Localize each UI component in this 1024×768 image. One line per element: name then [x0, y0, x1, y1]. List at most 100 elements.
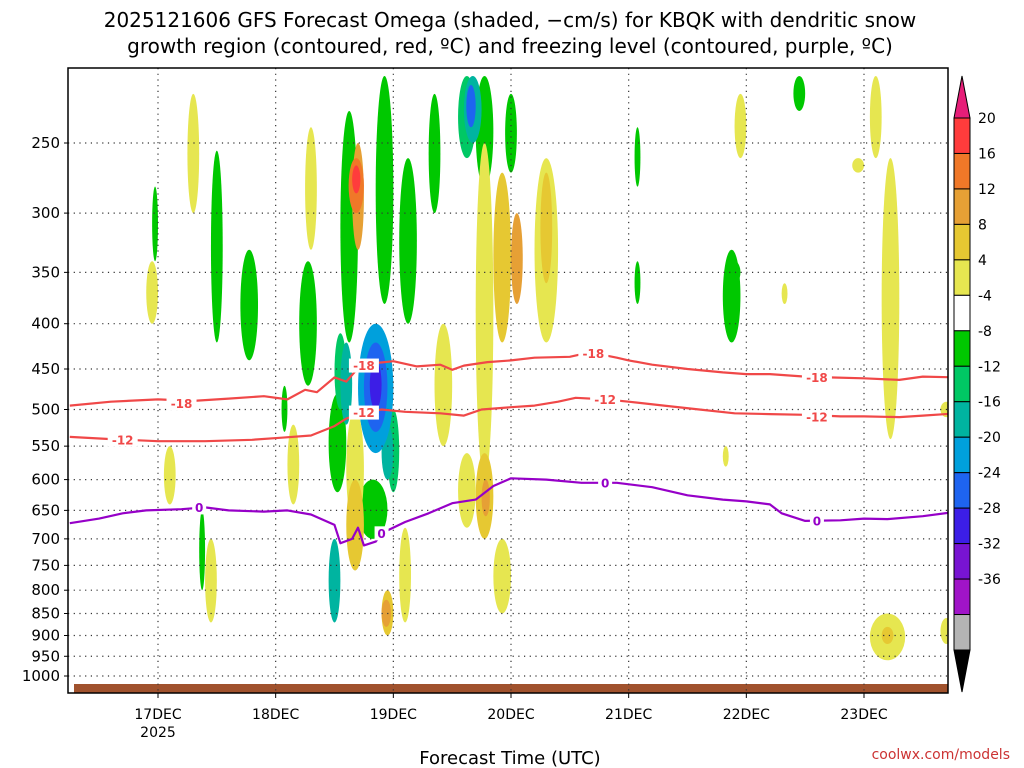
contour-label-bg	[192, 500, 207, 515]
omega-shade-9	[358, 479, 388, 539]
omega-shade-35	[305, 127, 317, 250]
contour-label: -12	[594, 393, 616, 407]
contour-label-bg	[374, 526, 389, 541]
colorbar-box	[953, 543, 971, 580]
colorbar-top-arrow	[953, 75, 971, 119]
y-tick-label: 750	[31, 556, 60, 574]
contour-label-bg	[578, 346, 609, 361]
contour-label-bg	[107, 432, 138, 447]
contour-label: -18	[171, 397, 193, 411]
colorbar-box	[953, 152, 971, 190]
x-tick-label: 21DEC	[605, 707, 652, 723]
y-tick-label: 1000	[22, 667, 60, 685]
omega-shade-39	[458, 453, 476, 528]
contour-label: 0	[601, 476, 609, 490]
contour-label: -18	[806, 371, 828, 385]
omega-shade-37	[399, 527, 411, 623]
omega-shade-33	[205, 538, 217, 623]
contour-label: -18	[583, 347, 605, 361]
omega-shade-49	[940, 618, 948, 644]
colorbar-label: -24	[978, 466, 1001, 482]
contour-label-bg	[348, 405, 379, 420]
contour-labels: -18 -18 -18 -18 -12 -12 -12 -12 0 0 0 0	[107, 346, 832, 541]
colorbar-label: 8	[978, 217, 987, 233]
colorbar: 20 16 12 8 4 -4 -8 -12 -16 -20 -24 -28 -32 -36	[953, 75, 1001, 693]
y-tick-label: 450	[31, 360, 60, 378]
chart-title-line-2: growth region (contoured, red, ºC) and f…	[127, 34, 893, 58]
contour-label: 0	[195, 501, 203, 515]
colorbar-box	[953, 117, 971, 154]
colorbar-label: -16	[978, 395, 1001, 411]
colorbar-box	[953, 614, 971, 651]
y-tick-label: 800	[31, 581, 60, 599]
omega-shade-43	[734, 93, 747, 159]
colorbar-box	[953, 365, 971, 403]
x-axis: 17DEC 2025 18DEC 19DEC 20DEC 21DEC 22DEC 23DEC	[134, 693, 888, 741]
contour-label: -18	[353, 359, 375, 373]
colorbar-label: -28	[978, 501, 1001, 517]
colorbar-label: -4	[978, 288, 992, 304]
contour-label-bg	[590, 392, 621, 407]
x-tick-label: 17DEC	[134, 707, 181, 723]
omega-shade-6	[375, 75, 394, 304]
credit-text: coolwx.com/models	[872, 747, 1010, 763]
colorbar-box	[953, 188, 971, 225]
contour-label-bg	[809, 513, 824, 528]
contour-line-0	[69, 353, 948, 407]
colorbar-label: -36	[978, 572, 1001, 588]
omega-shade-44	[781, 283, 788, 304]
y-tick-label: 500	[31, 401, 60, 419]
colorbar-label: -12	[978, 359, 1001, 375]
y-tick-label: 900	[31, 626, 60, 644]
x-axis-label: Forecast Time (UTC)	[419, 748, 600, 768]
colorbar-box	[953, 330, 971, 367]
colorbar-label: -20	[978, 430, 1001, 446]
omega-shade-30	[146, 261, 158, 324]
colorbar-label: -32	[978, 537, 1001, 553]
colorbar-label: 16	[978, 146, 996, 162]
colorbar-box	[953, 472, 971, 509]
omega-shade-45	[852, 158, 864, 173]
omega-shade-28	[466, 85, 476, 128]
y-axis: 250 300 350 400 450 500 550 600 650 700 750 800 850 9…	[22, 134, 68, 685]
x-tick-label: 23DEC	[840, 707, 887, 723]
omega-shade-47	[881, 158, 900, 440]
omega-shade-52	[346, 479, 364, 571]
omega-shade-2	[240, 249, 259, 361]
y-tick-label: 700	[31, 530, 60, 548]
contour-label-bg	[348, 358, 379, 373]
y-tick-label: 650	[31, 501, 60, 519]
contour-label-bg	[598, 475, 613, 490]
omega-shade-29	[369, 360, 382, 410]
omega-shade-46	[869, 75, 882, 159]
omega-shade-34	[287, 424, 300, 505]
y-tick-label: 950	[31, 647, 60, 665]
colorbar-box	[953, 223, 971, 261]
colorbar-label: 20	[978, 111, 996, 127]
omega-shade-32	[187, 93, 200, 214]
terrain-band	[74, 684, 948, 693]
omega-shade-1	[210, 150, 223, 343]
colorbar-box	[953, 401, 971, 438]
colorbar-box	[953, 507, 971, 545]
contour-line-2	[69, 477, 948, 547]
colorbar-bottom-arrow	[953, 649, 971, 693]
grid-lines	[68, 68, 948, 693]
chart-title-line-1: 2025121606 GFS Forecast Omega (shaded, −…	[104, 8, 917, 32]
y-tick-label: 300	[31, 204, 60, 222]
x-tick-label: 18DEC	[252, 707, 299, 723]
contour-label-bg	[801, 410, 832, 425]
omega-shade-12	[505, 93, 517, 173]
omega-shade-8	[428, 93, 441, 214]
terrain-surface	[74, 684, 948, 693]
colorbar-box	[953, 578, 971, 616]
contour-label-bg	[166, 396, 197, 411]
omega-shade-60	[511, 213, 523, 304]
contour-label: 0	[377, 527, 385, 541]
colorbar-label: -8	[978, 324, 992, 340]
omega-shade-61	[481, 479, 490, 517]
colorbar-box	[953, 436, 971, 474]
omega-shade-7	[399, 158, 417, 324]
contour-label: -12	[353, 406, 375, 420]
